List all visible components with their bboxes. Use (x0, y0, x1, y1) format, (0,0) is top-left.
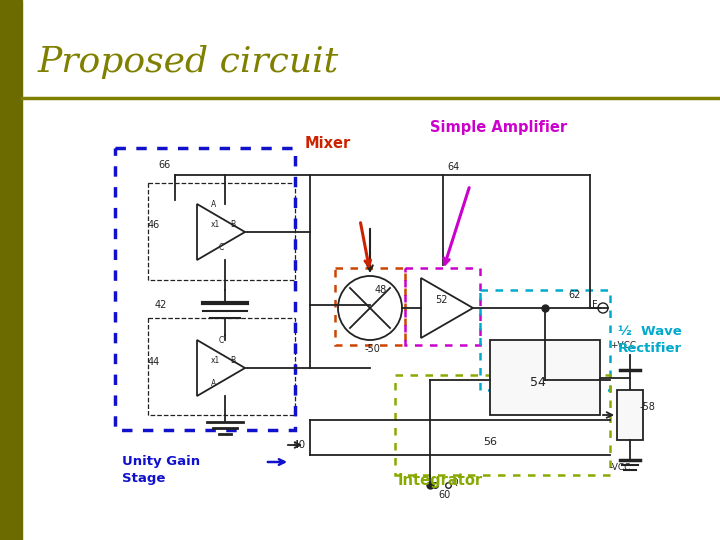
Text: B: B (230, 220, 235, 229)
Bar (115, 148, 295, 430)
Text: 64: 64 (447, 162, 459, 172)
Text: 62: 62 (568, 290, 580, 300)
Text: x1: x1 (211, 220, 220, 229)
Text: 56: 56 (483, 437, 497, 447)
Text: B: B (230, 356, 235, 365)
Text: -VCC: -VCC (610, 463, 631, 472)
Text: 48: 48 (375, 285, 387, 295)
Text: ½  Wave
Rectifier: ½ Wave Rectifier (618, 325, 682, 355)
Bar (148, 318, 295, 415)
Bar (148, 183, 295, 280)
Text: 52: 52 (435, 295, 448, 305)
Bar (405, 268, 480, 345)
Text: A: A (211, 200, 216, 209)
Text: F: F (592, 300, 598, 310)
Text: Integrator: Integrator (398, 473, 483, 488)
Bar (480, 290, 610, 390)
Bar (335, 268, 405, 345)
Text: Q: Q (452, 478, 459, 487)
Text: x1: x1 (211, 356, 220, 365)
Text: -50: -50 (365, 344, 381, 354)
Text: 60: 60 (438, 490, 450, 500)
Text: 54: 54 (530, 375, 546, 388)
Text: Simple Amplifier: Simple Amplifier (430, 120, 567, 135)
Text: Mixer: Mixer (305, 136, 351, 151)
Text: 42: 42 (155, 300, 167, 310)
Text: +VCC: +VCC (610, 341, 636, 350)
Text: Proposed circuit: Proposed circuit (38, 45, 339, 79)
Bar (617, 390, 643, 440)
Text: 46: 46 (148, 220, 161, 230)
Text: C: C (219, 336, 224, 345)
Bar (0, 0, 22, 540)
Bar (395, 375, 610, 475)
Text: A: A (211, 379, 216, 388)
Text: 44: 44 (148, 357, 161, 367)
Text: 66: 66 (158, 160, 170, 170)
Text: -58: -58 (640, 402, 656, 412)
Text: C: C (219, 243, 224, 252)
Text: 40: 40 (292, 440, 305, 450)
Text: Unity Gain
Stage: Unity Gain Stage (122, 455, 200, 485)
Bar (490, 340, 600, 415)
